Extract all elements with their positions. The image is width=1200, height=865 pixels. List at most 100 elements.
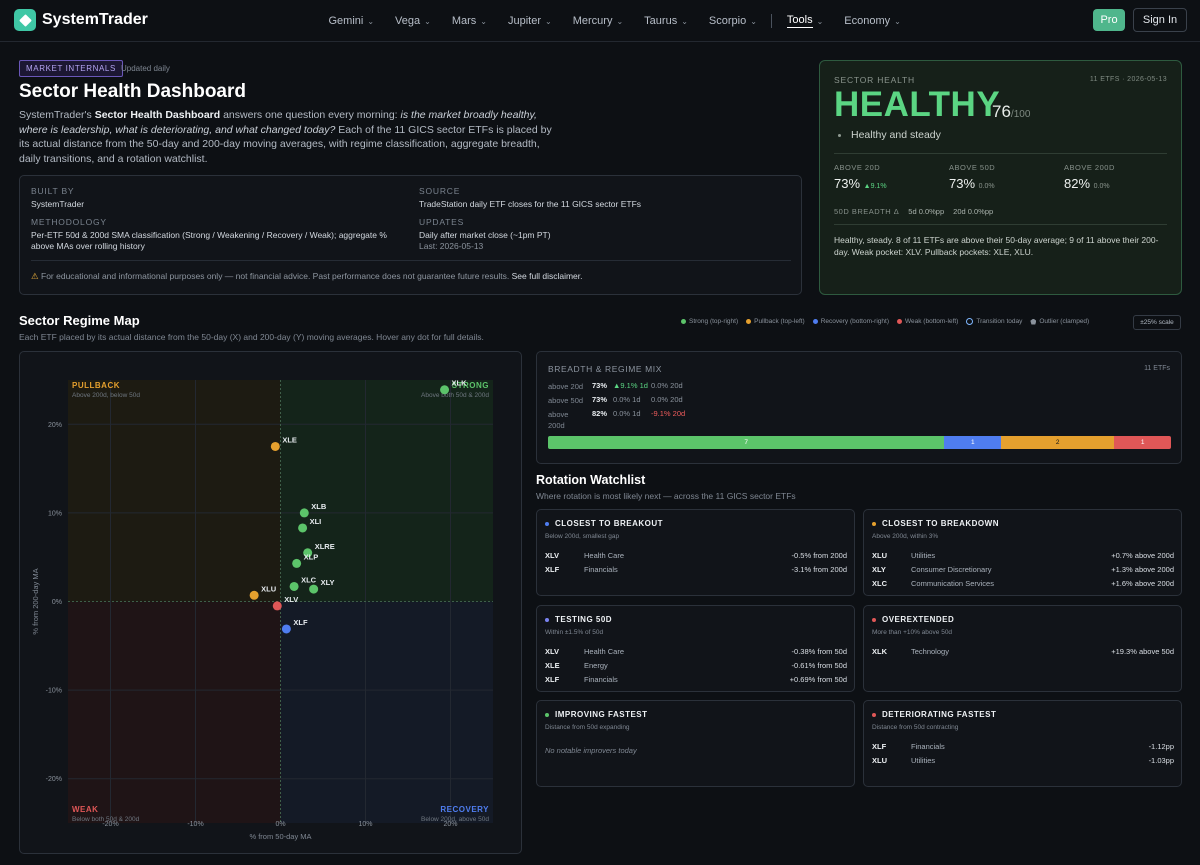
status-dot-icon bbox=[872, 712, 876, 717]
status-dot-icon bbox=[872, 521, 876, 526]
nav-item-mars[interactable]: Mars ⌄ bbox=[441, 15, 497, 27]
watchlist-card-title-text: IMPROVING FASTEST bbox=[555, 710, 648, 719]
regime-map-subtitle: Each ETF placed by its actual distance f… bbox=[19, 332, 484, 342]
watchlist-row[interactable]: XLU Utilities -1.03pp bbox=[872, 753, 1174, 767]
ticker: XLC bbox=[872, 578, 887, 588]
etf-point-label: XLP bbox=[304, 552, 319, 561]
intro-question: is the market broadly healthy, where is … bbox=[19, 109, 537, 136]
legend-label: Strong (top-right) bbox=[689, 318, 739, 325]
legend-label: Pullback (top-left) bbox=[754, 318, 805, 325]
chevron-down-icon: ⌄ bbox=[424, 16, 431, 26]
nav-item-vega[interactable]: Vega ⌄ bbox=[385, 15, 442, 27]
nav-item-label: Gemini bbox=[328, 15, 364, 27]
watchlist-row[interactable]: XLC Communication Services +1.6% above 200… bbox=[872, 576, 1174, 590]
chevron-down-icon: ⌄ bbox=[616, 16, 624, 26]
watchlist-row[interactable]: XLU Utilities +0.7% above 200d bbox=[872, 548, 1174, 562]
watchlist-rows: XLF Financials -1.12pp XLU Utilities -1.03pp bbox=[872, 739, 1174, 767]
divider bbox=[834, 153, 1167, 154]
nav-item-jupiter[interactable]: Jupiter ⌄ bbox=[498, 15, 563, 27]
intro-prefix: SystemTrader's bbox=[19, 109, 95, 121]
breadth-delta: 50D BREADTH Δ 5d 0.0%pp 20d 0.0%pp bbox=[834, 207, 1002, 216]
x-tick-label: -10% bbox=[187, 821, 203, 828]
y-tick-label: -10% bbox=[46, 688, 62, 695]
stat-label: ABOVE 200D bbox=[1064, 163, 1115, 172]
watchlist-row[interactable]: XLY Consumer Discretionary +1.3% above 200… bbox=[872, 562, 1174, 576]
nav-item-taurus[interactable]: Taurus ⌄ bbox=[634, 15, 699, 27]
ticker: XLK bbox=[872, 646, 887, 656]
last-updated: Last: 2026-05-13 bbox=[419, 241, 484, 251]
score-max: /100 bbox=[1010, 109, 1031, 120]
row-1d-change: 0.0% 1d bbox=[613, 395, 641, 404]
pro-button[interactable]: Pro bbox=[1093, 9, 1125, 31]
page-title: Sector Health Dashboard bbox=[19, 81, 246, 102]
y-tick-label: 10% bbox=[48, 510, 62, 517]
logo-icon bbox=[14, 9, 36, 31]
x-tick-label: 20% bbox=[443, 821, 457, 828]
nav-item-economy[interactable]: Economy ⌄ bbox=[834, 15, 912, 27]
status-dot-icon bbox=[545, 521, 549, 526]
nav-item-label: Jupiter bbox=[508, 15, 542, 27]
intro-text: SystemTrader's Sector Health Dashboard a… bbox=[19, 108, 564, 166]
watchlist-subtitle: Where rotation is most likely next — acr… bbox=[536, 491, 796, 501]
watchlist-row[interactable]: XLV Health Care -0.38% from 50d bbox=[545, 644, 847, 658]
watchlist-rows: XLV Health Care -0.38% from 50d XLE Energy -0… bbox=[545, 644, 847, 686]
empty-state: No notable improvers today bbox=[545, 746, 637, 755]
watchlist-card-title: CLOSEST TO BREAKDOWN bbox=[872, 519, 999, 528]
watchlist-card-title-text: CLOSEST TO BREAKOUT bbox=[555, 519, 664, 528]
etf-point bbox=[440, 385, 450, 395]
stat-value: 82% bbox=[1064, 176, 1091, 191]
nav-item-label: Economy bbox=[844, 15, 891, 27]
watchlist-row[interactable]: XLE Energy -0.61% from 50d bbox=[545, 658, 847, 672]
watchlist-row[interactable]: XLK Technology +19.3% above 50d bbox=[872, 644, 1174, 658]
etf-point bbox=[299, 508, 309, 518]
source-block: SOURCE TradeStation daily ETF closes for… bbox=[419, 186, 779, 210]
health-score: 76/100 bbox=[992, 102, 1030, 122]
nav-item-tools[interactable]: Tools ⌄ bbox=[776, 14, 833, 28]
scale-toggle-button[interactable]: ±25% scale bbox=[1133, 315, 1181, 330]
watchlist-card-subtitle: Above 200d, within 3% bbox=[872, 533, 939, 540]
nav-menu: Gemini ⌄ Vega ⌄ Mars ⌄ Jupiter ⌄ Mercury ⌄ Ta… bbox=[318, 0, 911, 42]
legend-item: Weak (bottom-left) bbox=[897, 318, 958, 325]
status-dot-icon bbox=[872, 617, 876, 622]
brand-logo[interactable]: SystemTrader bbox=[14, 9, 148, 31]
regime-scatter-chart: -20% -10% 0% 10% 20% 20% 10% 0% -10% -20% % from 5… bbox=[31, 379, 493, 841]
etf-point-label: XLF bbox=[293, 618, 308, 627]
ticker: XLU bbox=[872, 550, 887, 560]
legend-dot-icon bbox=[897, 319, 902, 324]
stat-above-200d: ABOVE 200D 82% 0.0% bbox=[1064, 163, 1174, 191]
watchlist-row[interactable]: XLF Financials -1.12pp bbox=[872, 739, 1174, 753]
watchlist-row[interactable]: XLF Financials +0.69% from 50d bbox=[545, 672, 847, 686]
y-tick-label: 20% bbox=[48, 422, 62, 429]
distance-value: -1.12pp bbox=[1148, 741, 1174, 751]
watchlist-card-title: TESTING 50D bbox=[545, 615, 612, 624]
divider bbox=[834, 224, 1167, 225]
distance-value: +1.3% above 200d bbox=[1111, 564, 1174, 574]
watchlist-row[interactable]: XLF Financials -3.1% from 200d bbox=[545, 562, 847, 576]
stat-value-row: 82% 0.0% bbox=[1064, 176, 1174, 191]
updates-value: Daily after market close (~1pm PT) bbox=[419, 230, 551, 240]
row-20d-change: 0.0% 20d bbox=[651, 381, 683, 390]
sector-name: Financials bbox=[911, 741, 945, 751]
sector-name: Energy bbox=[584, 660, 608, 670]
watchlist-card-title: DETERIORATING FASTEST bbox=[872, 710, 996, 719]
built-by-value: SystemTrader bbox=[31, 199, 85, 209]
etf-point bbox=[298, 523, 308, 533]
watchlist-row[interactable]: XLV Health Care -0.5% from 200d bbox=[545, 548, 847, 562]
breadth-label: 50D BREADTH Δ bbox=[834, 207, 900, 216]
ticker: XLY bbox=[872, 564, 886, 574]
chevron-down-icon: ⌄ bbox=[816, 16, 824, 26]
disclaimer-link[interactable]: See full disclaimer. bbox=[511, 271, 583, 281]
watchlist-card-subtitle: Distance from 50d expanding bbox=[545, 724, 630, 731]
sign-in-button[interactable]: Sign In bbox=[1133, 8, 1187, 32]
etf-point bbox=[309, 584, 319, 594]
updates-block: UPDATES Daily after market close (~1pm P… bbox=[419, 217, 779, 252]
stat-change: ▲9.1% bbox=[863, 183, 887, 190]
quadrant-strong-bg bbox=[280, 380, 493, 602]
nav-item-scorpio[interactable]: Scorpio ⌄ bbox=[698, 15, 767, 27]
chevron-down-icon: ⌄ bbox=[367, 16, 375, 26]
ticker: XLU bbox=[872, 755, 887, 765]
nav-item-label: Mars bbox=[451, 15, 477, 27]
watchlist-card-subtitle: Within ±1.5% of 50d bbox=[545, 629, 604, 636]
nav-item-mercury[interactable]: Mercury ⌄ bbox=[562, 15, 633, 27]
nav-item-gemini[interactable]: Gemini ⌄ bbox=[318, 15, 385, 27]
